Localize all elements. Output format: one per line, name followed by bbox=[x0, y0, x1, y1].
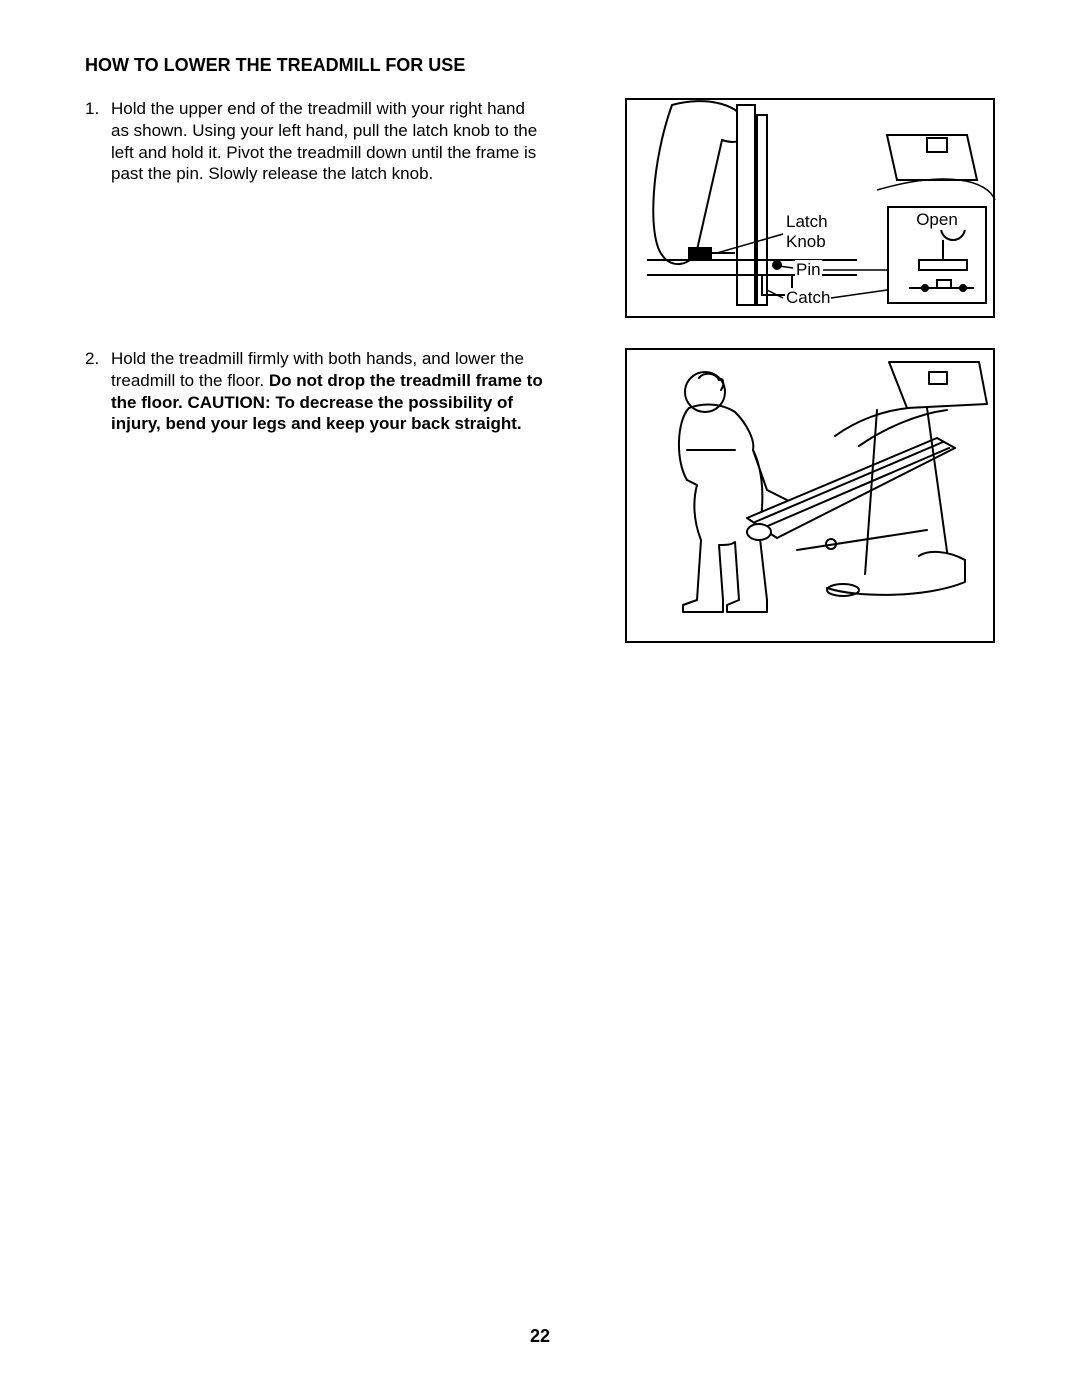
label-catch: Catch bbox=[785, 288, 831, 308]
step-1-number: 1. bbox=[85, 98, 99, 120]
figure-1-col: Open Latch Knob Pin Catch bbox=[563, 98, 995, 318]
figure-1-inset: Open bbox=[887, 206, 987, 304]
figure-2-col bbox=[563, 348, 995, 643]
figure-1: Open Latch Knob Pin Catch bbox=[625, 98, 995, 318]
label-open: Open bbox=[889, 210, 985, 230]
figure-2-svg bbox=[627, 350, 997, 645]
step-1-row: 1. Hold the upper end of the treadmill w… bbox=[85, 98, 995, 318]
figure-2 bbox=[625, 348, 995, 643]
section-title: HOW TO LOWER THE TREADMILL FOR USE bbox=[85, 55, 995, 76]
step-1-text: 1. Hold the upper end of the treadmill w… bbox=[85, 98, 545, 185]
step-1-body: Hold the upper end of the treadmill with… bbox=[111, 99, 537, 183]
label-latch-knob: Latch Knob bbox=[785, 212, 829, 251]
label-pin: Pin bbox=[795, 260, 822, 280]
step-2-row: 2. Hold the treadmill firmly with both h… bbox=[85, 348, 995, 643]
step-2-number: 2. bbox=[85, 348, 99, 370]
step-2-text: 2. Hold the treadmill firmly with both h… bbox=[85, 348, 545, 435]
page-number: 22 bbox=[0, 1326, 1080, 1347]
